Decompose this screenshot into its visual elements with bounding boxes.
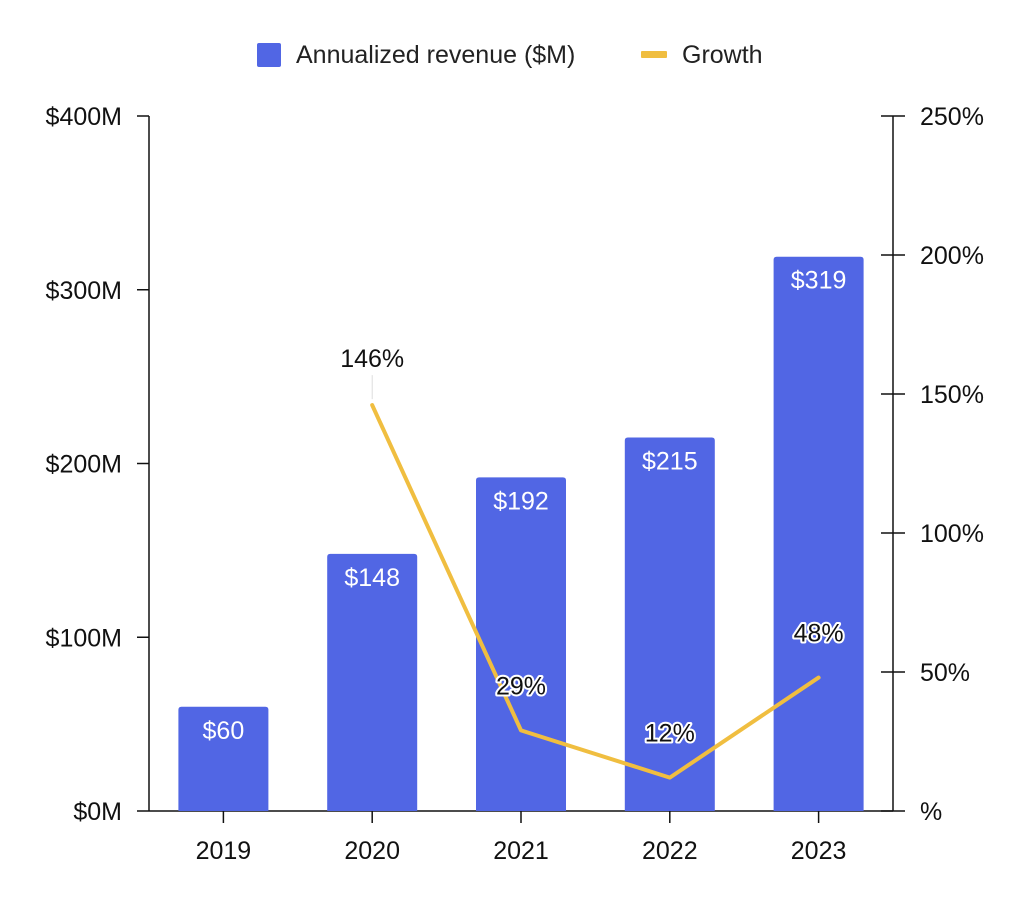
legend: Annualized revenue ($M) Growth bbox=[257, 41, 763, 69]
growth-data-label: 12% bbox=[645, 720, 695, 748]
growth-data-label: 48% bbox=[794, 620, 844, 648]
left-axis-tick-label: $0M bbox=[73, 798, 122, 826]
right-axis-tick-label: 150% bbox=[920, 381, 984, 409]
x-axis-tick-label: 2022 bbox=[642, 837, 698, 865]
revenue-bar-label: $60 bbox=[203, 717, 245, 745]
legend-label-revenue: Annualized revenue ($M) bbox=[296, 41, 575, 69]
revenue-bar-label: $148 bbox=[344, 564, 400, 592]
x-axis-tick-label: 2023 bbox=[791, 837, 847, 865]
x-axis: 2019 2020 2021 2022 2023 bbox=[149, 810, 893, 865]
growth-data-label: 146% bbox=[340, 345, 404, 373]
growth-data-label: 29% bbox=[496, 672, 546, 700]
revenue-bar bbox=[178, 706, 269, 811]
x-axis-tick-label: 2019 bbox=[196, 837, 252, 865]
left-axis-tick-label: $300M bbox=[46, 277, 122, 305]
revenue-bar-label: $192 bbox=[493, 487, 549, 515]
right-axis-tick-label: 250% bbox=[920, 103, 984, 131]
right-axis: % 50% 100% 150% 200% 250% bbox=[881, 103, 984, 826]
right-axis-tick-label: 100% bbox=[920, 520, 984, 548]
legend-label-growth: Growth bbox=[682, 41, 763, 69]
legend-swatch-revenue bbox=[257, 43, 281, 67]
left-axis-tick-label: $100M bbox=[46, 624, 122, 652]
revenue-bar bbox=[773, 256, 864, 811]
x-axis-tick-label: 2021 bbox=[493, 837, 549, 865]
revenue-bar bbox=[624, 437, 715, 811]
right-axis-tick-label: 50% bbox=[920, 659, 970, 687]
left-axis-tick-label: $400M bbox=[46, 103, 122, 131]
left-axis-tick-label: $200M bbox=[46, 451, 122, 479]
right-axis-tick-label: % bbox=[920, 798, 942, 826]
left-axis: $0M $100M $200M $300M $400M bbox=[46, 103, 150, 826]
revenue-bar bbox=[476, 477, 566, 811]
legend-swatch-growth bbox=[641, 51, 667, 58]
growth-line-series: 146% 29% 12% 48% bbox=[340, 345, 846, 780]
revenue-bar-label: $319 bbox=[791, 267, 847, 295]
x-axis-tick-label: 2020 bbox=[344, 837, 400, 865]
revenue-bar-label: $215 bbox=[642, 447, 698, 475]
right-axis-tick-label: 200% bbox=[920, 242, 984, 270]
revenue-bars: $60 $148 $192 $215 $319 bbox=[178, 256, 864, 811]
revenue-bar bbox=[327, 553, 418, 811]
growth-line bbox=[370, 403, 821, 780]
